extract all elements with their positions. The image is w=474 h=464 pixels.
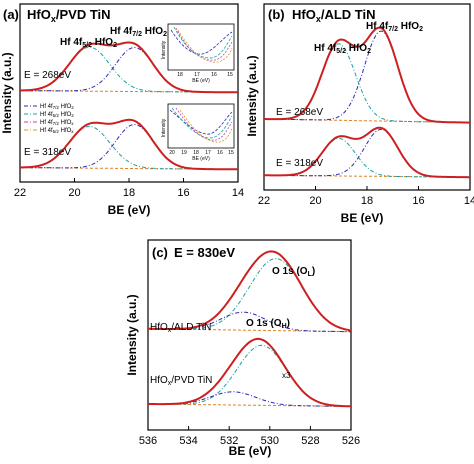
inset-1-curve-3 xyxy=(175,27,233,61)
panel-a-peak-label-52: Hf 4f5/2 HfO2 xyxy=(60,37,117,49)
x-tick-label: 528 xyxy=(301,435,319,447)
panel-a-plot xyxy=(19,41,239,171)
panel-c-title: E = 830eV xyxy=(174,245,235,260)
inset-1-tick-1: 17 xyxy=(194,72,200,78)
panel-a-label: (a) xyxy=(3,7,19,22)
panel-c: (c) E = 830eV 536 534 532 530 528 526 BE (eV)… xyxy=(125,239,360,458)
fit-envelope-line xyxy=(264,126,470,179)
legend-text-1: Hf 4f7/2 HfO2 xyxy=(40,104,74,110)
panel-b-energy-268: E = 268eV xyxy=(276,107,323,118)
inset-2-tick-0: 20 xyxy=(169,150,175,156)
x-tick-label: 534 xyxy=(179,435,197,447)
inset-1-curve-1 xyxy=(170,29,233,55)
inset-2-tick-4: 16 xyxy=(217,150,223,156)
panel-c-peak-label-oh: O 1s (OH) xyxy=(246,318,290,330)
legend-text-3: Hf 4f7/2 HfOx xyxy=(40,120,74,126)
measured-line xyxy=(148,338,351,407)
x-tick-label: 14 xyxy=(232,187,244,199)
panel-c-sample-ald: HfOx/ALD TiN xyxy=(150,322,211,334)
panel-c-plot xyxy=(148,250,352,408)
legend-text-2: Hf 4f5/2 HfO2 xyxy=(40,112,74,118)
inset-2-frame xyxy=(167,103,235,149)
inset-1-tick-0: 18 xyxy=(177,72,183,78)
fit-envelope-line xyxy=(19,41,239,94)
inset-2-tick-5: 15 xyxy=(228,150,234,156)
inset-1-tick-2: 16 xyxy=(211,72,217,78)
background-line xyxy=(148,403,351,407)
panel-a-inset-1: Intensity 18 17 16 15 BE (eV) xyxy=(161,23,235,84)
panel-b-label: (b) xyxy=(268,7,285,22)
x-tick-label: 18 xyxy=(361,195,373,207)
panel-b-xlabel: BE (eV) xyxy=(341,211,384,225)
x-tick-label: 16 xyxy=(412,195,424,207)
inset-1-xlabel: BE (eV) xyxy=(192,78,210,84)
fit-envelope-line xyxy=(148,337,351,408)
inset-2-tick-1: 19 xyxy=(181,150,187,156)
panel-b-energy-318: E = 318eV xyxy=(276,158,323,169)
x-tick-label: 20 xyxy=(309,195,321,207)
x-tick-label: 22 xyxy=(258,195,270,207)
component-peak-line xyxy=(264,128,470,178)
fit-envelope-line xyxy=(148,250,352,332)
panel-c-sample-pvd: HfOx/PVD TiN xyxy=(150,375,212,387)
panel-a-energy-318: E = 318eV xyxy=(24,147,71,158)
panel-a-ylabel: Intensity (a.u.) xyxy=(0,52,14,133)
panel-c-scale-note: x3 xyxy=(282,371,291,380)
x-tick-label: 16 xyxy=(177,187,189,199)
inset-2-xlabel: BE (eV) xyxy=(192,156,210,162)
panel-b: (b) HfOx/ALD TiN 22 20 18 16 14 BE (eV) Inte… xyxy=(245,3,474,225)
x-tick-label: 530 xyxy=(261,435,279,447)
inset-1-ylabel: Intensity xyxy=(161,40,167,59)
panel-a-legend: Hf 4f7/2 HfO2 Hf 4f5/2 HfO2 Hf 4f7/2 HfO… xyxy=(24,104,74,134)
panel-c-x-ticks: 536 534 532 530 528 526 xyxy=(139,426,360,447)
panel-a-title: HfOx/PVD TiN xyxy=(27,7,111,24)
x-tick-label: 18 xyxy=(123,187,135,199)
panel-a-peak-label-72: Hf 4f7/2 HfO2 xyxy=(110,26,167,38)
panel-a-inset-2: Intensity 20 19 18 17 16 15 BE (eV) xyxy=(161,103,235,162)
inset-2-tick-3: 17 xyxy=(205,150,211,156)
panel-c-xlabel: BE (eV) xyxy=(229,444,272,458)
panel-b-title: HfOx/ALD TiN xyxy=(292,7,376,24)
panel-b-plot xyxy=(264,26,470,179)
x-tick-label: 22 xyxy=(14,187,26,199)
panel-c-peak-label-ol: O 1s (OL) xyxy=(272,266,315,278)
fit-envelope-line xyxy=(19,118,239,171)
background-line xyxy=(148,328,351,333)
panel-a-energy-268: E = 268eV xyxy=(24,70,71,81)
component-peak-line xyxy=(264,30,470,124)
panel-c-label: (c) xyxy=(152,245,168,260)
inset-2-curve-2 xyxy=(171,107,233,139)
inset-1-frame xyxy=(167,23,235,71)
inset-1-tick-3: 15 xyxy=(227,72,233,78)
inset-2-curve-4 xyxy=(179,109,233,143)
panel-a-xlabel: BE (eV) xyxy=(108,203,151,217)
panel-a: (a) HfOx/PVD TiN 22 20 18 16 14 BE (eV) Inte… xyxy=(0,3,244,217)
x-tick-label: 526 xyxy=(342,435,360,447)
x-tick-label: 20 xyxy=(68,187,80,199)
inset-2-tick-2: 18 xyxy=(193,150,199,156)
x-tick-label: 536 xyxy=(139,435,157,447)
inset-2-curve-3 xyxy=(175,107,233,141)
panel-b-ylabel: Intensity (a.u.) xyxy=(245,55,259,136)
fit-envelope-line xyxy=(264,26,470,124)
panel-a-x-ticks: 22 20 18 16 14 xyxy=(14,178,244,199)
x-tick-label: 532 xyxy=(220,435,238,447)
inset-1-curve-2 xyxy=(173,26,233,59)
panel-b-peak-label-72: Hf 4f7/2 HfO2 xyxy=(366,21,423,33)
panel-c-frame xyxy=(147,239,352,431)
x-tick-label: 14 xyxy=(464,195,474,207)
legend-text-4: Hf 4f5/2 HfOx xyxy=(40,128,74,134)
panel-c-ylabel: Intensity (a.u.) xyxy=(125,294,139,375)
panel-b-peak-label-52: Hf 4f5/2 HfO2 xyxy=(314,43,371,55)
panel-b-x-ticks: 22 20 18 16 14 xyxy=(258,186,474,207)
inset-1-curve-4 xyxy=(177,29,233,63)
inset-2-ylabel: Intensity xyxy=(161,118,167,137)
